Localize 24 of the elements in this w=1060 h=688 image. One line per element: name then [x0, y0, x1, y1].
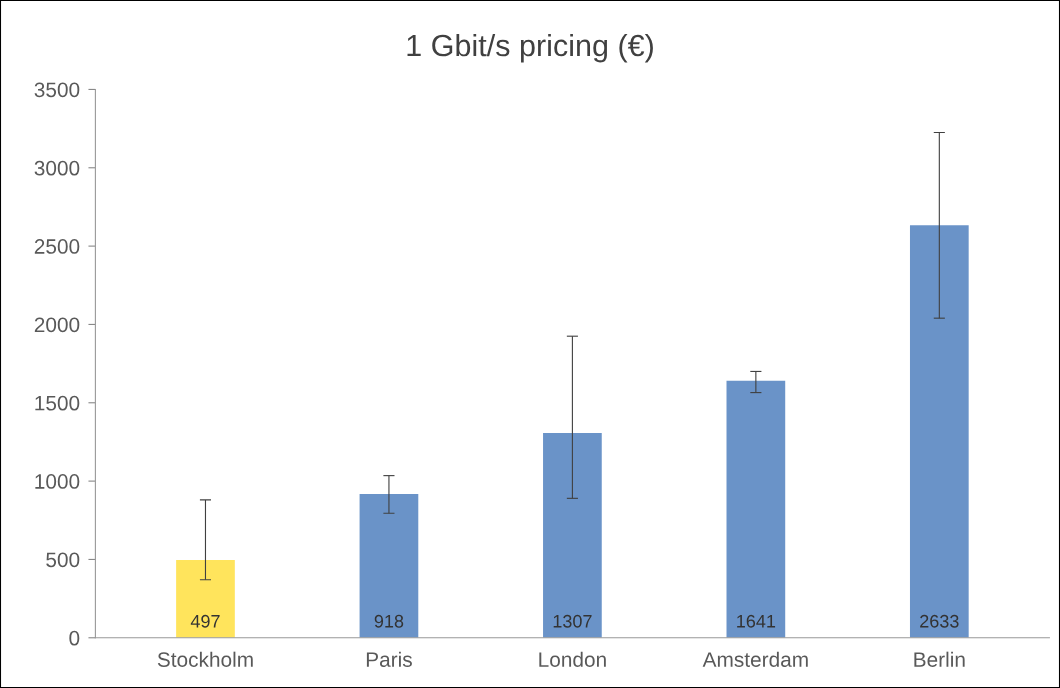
- y-tick-label: 3000: [34, 160, 80, 176]
- x-tick-label: Berlin: [914, 651, 965, 667]
- y-tick-label: 500: [46, 552, 80, 568]
- y-tick-label: 2000: [34, 317, 80, 333]
- y-tick-label: 1000: [35, 474, 80, 489]
- x-tick-label: Amsterdam: [702, 651, 808, 667]
- bar: [726, 380, 786, 638]
- x-tick-label: London: [539, 651, 606, 667]
- x-tick-label: Stockholm: [157, 651, 253, 667]
- y-tick-label: 3500: [34, 82, 80, 98]
- y-tick-label: 2500: [34, 239, 80, 254]
- bar: [543, 433, 602, 638]
- bar: [176, 559, 235, 638]
- y-tick-label: 1500: [35, 395, 80, 411]
- data-label: 918: [374, 614, 404, 628]
- data-label: 2633: [920, 614, 959, 628]
- chart-title: 1 Gbit/s pricing (€): [407, 33, 653, 63]
- bar: [359, 493, 419, 638]
- y-tick-label: 0: [69, 630, 80, 646]
- bar: [909, 225, 969, 638]
- x-tick-label: Paris: [366, 651, 412, 667]
- data-label: 497: [190, 614, 220, 628]
- data-label: 1307: [553, 614, 592, 628]
- data-label: 1641: [737, 614, 776, 628]
